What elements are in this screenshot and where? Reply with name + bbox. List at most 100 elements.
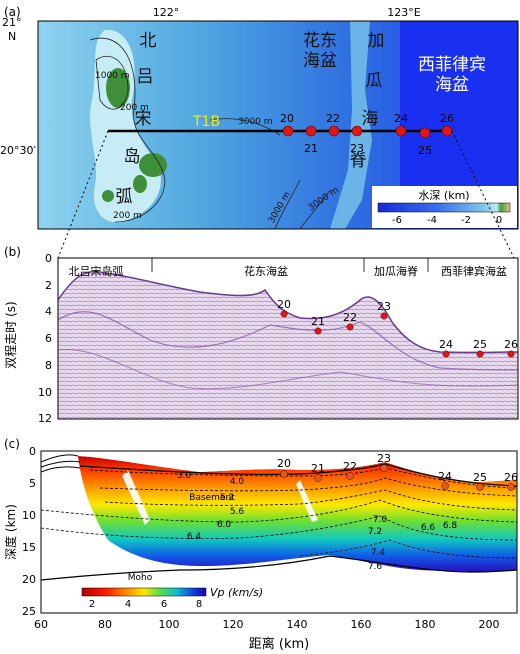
velocity-contours [41,467,517,559]
seis-station-label-21: 21 [311,315,325,328]
c-ytick-0: 0 [29,445,36,458]
c-xtick-120: 120 [223,618,244,631]
moho-label: Moho [128,573,153,583]
vp-label-6.0: 6.0 [217,520,232,530]
c-ytick-15: 15 [22,541,36,554]
b-ytick-8: 8 [45,359,52,372]
water-column [41,451,517,482]
depth-tick-6: -6 [392,215,402,226]
c-ytick-25: 25 [22,605,36,618]
panel-b-label: (b) [4,245,21,259]
basement-label: Basement [189,493,235,503]
lon-tick-122: 122° [153,6,180,19]
seis-station-label-25: 25 [473,338,487,351]
model-station-25 [476,483,484,491]
c-xtick-200: 200 [479,618,500,631]
station-20 [282,125,294,137]
station-21 [305,125,317,137]
station-label-21: 21 [304,142,318,155]
contour-label-200b: 200 m [113,211,142,221]
seis-station-21 [314,327,322,335]
c-ytick-5: 5 [29,477,36,490]
station-22 [328,125,340,137]
label-luzon-4: 岛 [124,147,141,167]
model-station-label-20: 20 [277,457,291,470]
panel-b-seismic: (b) 双程走时 (s) 北吕宋岛弧 花东海盆 加瓜海脊 西菲律宾海盆 20 2… [3,245,519,425]
label-gagua-3: 海 [362,109,379,129]
vp-tick-2: 2 [89,599,95,610]
depth-colorbar-title: 水深 (km) [418,189,469,202]
vp-label-7.6: 7.6 [368,562,383,572]
panel-b-frame [57,257,519,420]
seis-station-22 [346,323,354,331]
label-luzon-5: 弧 [116,187,133,207]
contour-3000-b [274,179,301,229]
model-station-21 [314,474,322,482]
vp-label-5.2: 5.2 [220,493,234,503]
panel-c-label: (c) [4,437,20,451]
island-south [133,175,147,193]
deep-reflector [57,349,519,390]
b-ytick-4: 4 [45,305,52,318]
station-label-25: 25 [418,144,432,157]
segment-gagua-ridge: 加瓜海脊 [374,264,418,278]
station-24 [395,125,407,137]
panel-c-yaxis: 0 5 10 15 20 25 [22,445,36,618]
c-xtick-80: 80 [98,618,112,631]
depth-tick-4: -4 [427,215,437,226]
model-station-24 [441,482,449,490]
velocity-field [78,456,517,572]
label-luzon-3: 宋 [135,109,152,129]
seis-station-label-22: 22 [343,311,357,324]
vp-label-7.4: 7.4 [371,548,386,558]
basement-boundary [79,463,517,487]
seis-station-label-26: 26 [504,338,518,351]
seis-station-23 [380,312,388,320]
vp-label-5.6: 5.6 [230,507,245,517]
panel-a-frame [37,20,519,230]
c-xtick-140: 140 [287,618,308,631]
seis-station-20 [280,310,288,318]
coverage-gap-2 [296,480,318,522]
moho-line [41,555,517,581]
seis-station-25 [476,350,484,358]
seis-station-label-23: 23 [377,300,391,313]
label-huadong-2: 海盆 [303,51,337,71]
vp-label-6.6: 6.6 [421,523,436,533]
station-label-23: 23 [350,142,364,155]
panel-b-yaxis: 0 2 4 6 8 10 12 [38,252,52,425]
link-line-right [451,130,515,259]
depth-tick-2: -2 [461,215,471,226]
station-label-26: 26 [440,112,454,125]
c-ytick-20: 20 [22,573,36,586]
vp-label-6.8: 6.8 [443,521,458,531]
station-23 [351,125,363,137]
island-north [106,68,130,108]
seafloor-line-c [41,466,81,473]
depth-tick-0: 0 [496,215,502,226]
station-25 [419,127,431,139]
seis-station-24 [442,350,450,358]
lat-tick-n: N [8,30,16,43]
segment-wpb: 西菲律宾海盆 [441,264,507,278]
vp-label-6.4: 6.4 [187,532,202,542]
lon-tick-123: 123°E [387,6,420,19]
lat-tick-21: 21° [2,16,22,29]
label-wpb-1: 西菲律宾 [418,55,486,75]
vp-tick-6: 6 [161,599,167,610]
station-label-24: 24 [394,112,408,125]
panel-c-velocity-model: (c) 深度 (km) [3,437,518,652]
vp-colorbar-title: Vp (km/s) [210,586,263,599]
contour-3000-c [299,189,331,229]
model-station-22 [346,472,354,480]
label-luzon-2: 吕 [137,67,154,87]
vp-tick-4: 4 [125,599,131,610]
contour-1000 [95,55,129,110]
island-small [102,190,114,202]
model-station-20 [280,470,288,478]
gagua-ridge-relief [330,21,372,229]
label-gagua-4: 脊 [350,151,367,171]
bathymetry-map: 1000 m 200 m 3000 m 3000 m 3000 m 200 m … [38,21,518,229]
survey-line-label: T1B [192,114,220,130]
